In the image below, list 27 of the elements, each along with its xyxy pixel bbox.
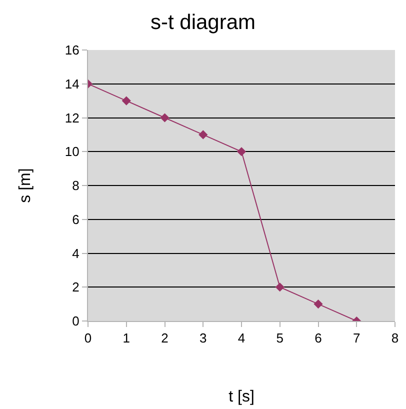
y-tick-label: 2 (72, 280, 80, 295)
x-tick-label: 4 (238, 330, 246, 346)
x-axis-title: t [s] (228, 388, 254, 406)
point (122, 96, 131, 106)
y-tick-label: 14 (64, 76, 80, 92)
x-tick-label: 0 (84, 330, 92, 346)
y-tick-label: 10 (64, 144, 80, 160)
x-tick-label: 2 (161, 330, 168, 346)
y-tick-label: 16 (64, 42, 80, 58)
x-tick-label: 5 (276, 330, 284, 346)
y-tick-label: 4 (72, 246, 80, 261)
x-tick-label: 7 (353, 330, 360, 346)
y-tick-label: 0 (72, 314, 80, 329)
x-tick-label: 3 (200, 330, 207, 346)
chart-title: s-t diagram (150, 11, 256, 34)
x-tick-label: 1 (122, 330, 130, 346)
y-tick-label: 6 (72, 212, 80, 227)
y-tick-label: 12 (64, 110, 80, 126)
point (314, 300, 323, 309)
y-axis-title: s [m] (16, 168, 34, 203)
point (198, 130, 208, 140)
point (275, 282, 284, 292)
x-tick-label: 8 (391, 330, 399, 346)
x-tick-label: 6 (314, 330, 322, 346)
y-tick-label: 8 (72, 178, 80, 194)
point (236, 147, 246, 156)
point (160, 113, 170, 122)
